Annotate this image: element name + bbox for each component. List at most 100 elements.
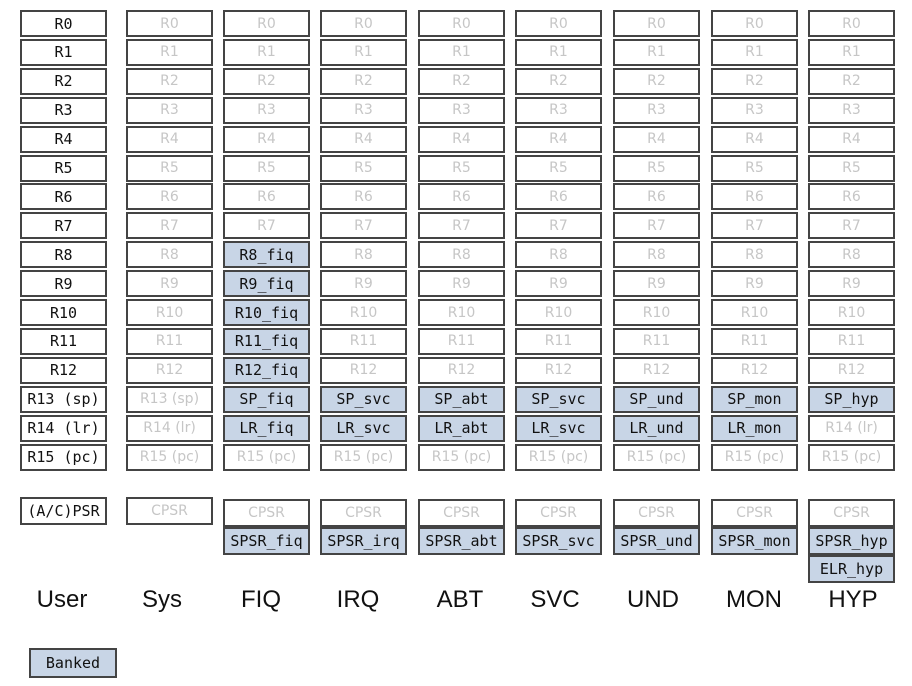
register-cell-fiq-2: R2 xyxy=(223,67,310,95)
register-cell-mon-5: R5 xyxy=(711,154,798,182)
register-cell-irq-13: SP_svc xyxy=(320,385,407,413)
register-cell-fiq-4: R4 xyxy=(223,125,310,153)
register-cell-irq-11: R11 xyxy=(320,327,407,355)
register-cell-svc-4: R4 xyxy=(515,125,602,153)
register-cell-und-3: R3 xyxy=(613,96,700,124)
register-cell-abt-4: R4 xyxy=(418,125,505,153)
register-cell-fiq-15: R15 (pc) xyxy=(223,443,310,471)
mode-label-hyp: HYP xyxy=(828,586,878,613)
psr-cell-sys-0: CPSR xyxy=(126,497,213,525)
register-cell-sys-1: R1 xyxy=(126,38,213,66)
register-cell-abt-15: R15 (pc) xyxy=(418,443,505,471)
register-cell-svc-5: R5 xyxy=(515,154,602,182)
register-cell-fiq-3: R3 xyxy=(223,96,310,124)
register-cell-und-1: R1 xyxy=(613,38,700,66)
register-cell-und-10: R10 xyxy=(613,299,700,326)
register-cell-svc-10: R10 xyxy=(515,299,602,326)
register-cell-svc-15: R15 (pc) xyxy=(515,443,602,471)
register-cell-abt-1: R1 xyxy=(418,38,505,66)
register-cell-sys-5: R5 xyxy=(126,154,213,182)
psr-cell-user-0: (A/C)PSR xyxy=(20,497,107,525)
register-cell-und-2: R2 xyxy=(613,67,700,95)
register-cell-mon-6: R6 xyxy=(711,183,798,211)
register-cell-hyp-12: R12 xyxy=(808,356,895,384)
register-cell-svc-8: R8 xyxy=(515,241,602,269)
register-cell-und-9: R9 xyxy=(613,270,700,298)
register-cell-mon-13: SP_mon xyxy=(711,385,798,413)
register-cell-abt-12: R12 xyxy=(418,356,505,384)
register-cell-hyp-10: R10 xyxy=(808,299,895,326)
register-cell-fiq-1: R1 xyxy=(223,38,310,66)
register-cell-irq-15: R15 (pc) xyxy=(320,443,407,471)
mode-label-sys: Sys xyxy=(141,586,182,613)
register-cell-mon-15: R15 (pc) xyxy=(711,443,798,471)
register-cell-hyp-4: R4 xyxy=(808,125,895,153)
register-cell-und-5: R5 xyxy=(613,154,700,182)
register-cell-sys-0: R0 xyxy=(126,10,213,37)
mode-label-irq: IRQ xyxy=(336,586,380,613)
register-cell-svc-0: R0 xyxy=(515,10,602,37)
register-cell-hyp-13: SP_hyp xyxy=(808,385,895,413)
register-cell-hyp-9: R9 xyxy=(808,270,895,298)
psr-cell-mon-0: CPSR xyxy=(711,499,798,527)
register-cell-abt-14: LR_abt xyxy=(418,414,505,442)
register-cell-abt-10: R10 xyxy=(418,299,505,326)
register-cell-mon-10: R10 xyxy=(711,299,798,326)
mode-label-abt: ABT xyxy=(436,586,484,613)
psr-cell-und-0: CPSR xyxy=(613,499,700,527)
psr-cell-abt-0: CPSR xyxy=(418,499,505,527)
register-cell-fiq-10: R10_fiq xyxy=(223,299,310,326)
register-cell-user-8: R8 xyxy=(20,241,107,269)
register-cell-hyp-6: R6 xyxy=(808,183,895,211)
register-cell-fiq-5: R5 xyxy=(223,154,310,182)
register-cell-sys-8: R8 xyxy=(126,241,213,269)
register-cell-abt-5: R5 xyxy=(418,154,505,182)
register-cell-sys-9: R9 xyxy=(126,270,213,298)
register-cell-svc-2: R2 xyxy=(515,67,602,95)
register-cell-abt-9: R9 xyxy=(418,270,505,298)
psr-cell-mon-1: SPSR_mon xyxy=(711,527,798,555)
register-cell-und-15: R15 (pc) xyxy=(613,443,700,471)
register-cell-mon-7: R7 xyxy=(711,212,798,240)
register-cell-svc-12: R12 xyxy=(515,356,602,384)
psr-cell-svc-1: SPSR_svc xyxy=(515,527,602,555)
register-cell-irq-12: R12 xyxy=(320,356,407,384)
register-cell-fiq-13: SP_fiq xyxy=(223,385,310,413)
register-cell-und-12: R12 xyxy=(613,356,700,384)
mode-label-und: UND xyxy=(627,586,679,613)
register-cell-und-6: R6 xyxy=(613,183,700,211)
register-cell-mon-12: R12 xyxy=(711,356,798,384)
register-cell-hyp-8: R8 xyxy=(808,241,895,269)
register-cell-mon-3: R3 xyxy=(711,96,798,124)
register-cell-fiq-0: R0 xyxy=(223,10,310,37)
mode-label-svc: SVC xyxy=(530,586,580,613)
register-cell-sys-12: R12 xyxy=(126,356,213,384)
register-cell-user-12: R12 xyxy=(20,356,107,384)
register-cell-irq-7: R7 xyxy=(320,212,407,240)
register-cell-und-4: R4 xyxy=(613,125,700,153)
register-cell-hyp-11: R11 xyxy=(808,327,895,355)
register-cell-user-9: R9 xyxy=(20,270,107,298)
register-cell-user-13: R13 (sp) xyxy=(20,385,107,413)
register-cell-fiq-8: R8_fiq xyxy=(223,241,310,269)
register-cell-svc-14: LR_svc xyxy=(515,414,602,442)
register-cell-irq-5: R5 xyxy=(320,154,407,182)
register-cell-user-5: R5 xyxy=(20,154,107,182)
register-cell-abt-2: R2 xyxy=(418,67,505,95)
register-cell-fiq-14: LR_fiq xyxy=(223,414,310,442)
register-cell-fiq-6: R6 xyxy=(223,183,310,211)
psr-cell-abt-1: SPSR_abt xyxy=(418,527,505,555)
register-cell-irq-10: R10 xyxy=(320,299,407,326)
register-cell-user-15: R15 (pc) xyxy=(20,443,107,471)
psr-cell-irq-1: SPSR_irq xyxy=(320,527,407,555)
register-cell-abt-11: R11 xyxy=(418,327,505,355)
register-cell-svc-3: R3 xyxy=(515,96,602,124)
register-cell-user-2: R2 xyxy=(20,67,107,95)
register-cell-svc-7: R7 xyxy=(515,212,602,240)
register-cell-user-0: R0 xyxy=(20,10,107,37)
register-cell-user-3: R3 xyxy=(20,96,107,124)
register-cell-hyp-7: R7 xyxy=(808,212,895,240)
register-cell-svc-6: R6 xyxy=(515,183,602,211)
register-cell-abt-7: R7 xyxy=(418,212,505,240)
register-cell-mon-1: R1 xyxy=(711,38,798,66)
